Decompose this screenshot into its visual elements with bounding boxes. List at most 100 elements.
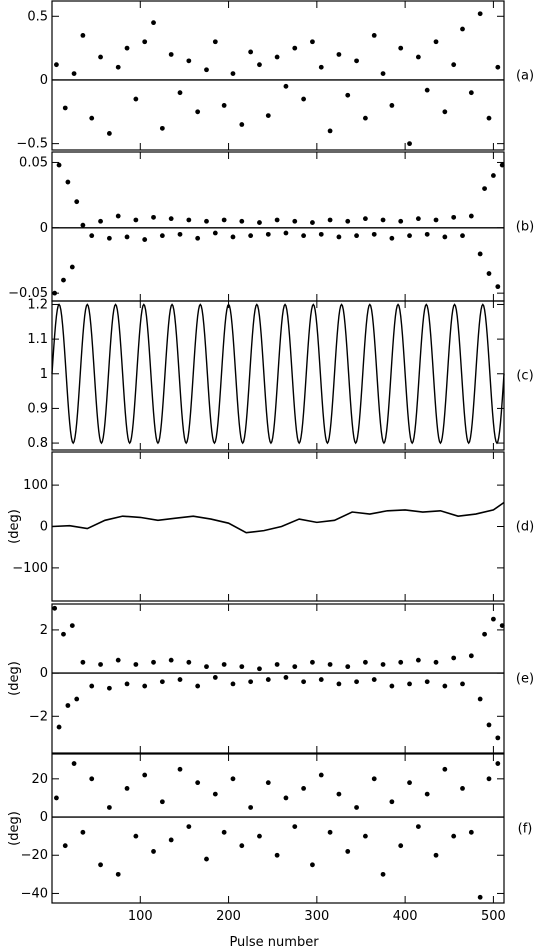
data-point (133, 833, 139, 839)
data-point (482, 186, 487, 191)
data-point (98, 662, 103, 667)
data-point (89, 115, 95, 121)
panel-b: −0.05 0 0.05 (b) (8, 151, 534, 302)
data-point (177, 766, 183, 772)
data-point (265, 113, 271, 119)
data-point (221, 217, 227, 223)
data-point (204, 218, 209, 224)
data-point (345, 92, 351, 98)
data-point (486, 776, 492, 782)
data-point (195, 109, 201, 115)
data-point (415, 216, 421, 222)
x-tick-label: 200 (216, 909, 241, 924)
data-point (151, 849, 156, 854)
data-point (451, 655, 457, 661)
data-point (168, 52, 174, 57)
y-tick-label: 1.1 (27, 332, 48, 347)
data-point (371, 32, 377, 38)
data-point (371, 776, 377, 782)
data-point (221, 829, 227, 835)
data-point (442, 109, 448, 115)
data-point (424, 87, 430, 93)
data-point (318, 772, 324, 778)
data-point (168, 837, 174, 843)
data-point (212, 791, 218, 797)
data-point (54, 62, 59, 68)
data-point (433, 852, 439, 858)
panel-frame (51, 451, 505, 602)
data-point (230, 234, 236, 240)
data-point (248, 233, 254, 239)
data-point (354, 58, 359, 64)
data-point (168, 657, 174, 663)
data-point (151, 214, 156, 220)
data-point (115, 64, 121, 70)
data-point (265, 231, 271, 237)
data-point (52, 605, 58, 611)
data-point (477, 696, 483, 702)
data-point (142, 39, 148, 45)
data-point (142, 237, 148, 242)
data-point (106, 805, 112, 810)
data-point (80, 829, 86, 835)
y-tick-label: 0 (40, 666, 48, 681)
data-point (327, 217, 333, 223)
data-point (133, 96, 139, 102)
data-point (56, 724, 62, 730)
y-axis-label: (deg) (7, 811, 22, 846)
data-point (318, 64, 324, 70)
data-point (407, 233, 412, 239)
data-point (310, 220, 315, 225)
data-point (248, 805, 254, 810)
data-point (486, 722, 492, 728)
data-point (477, 11, 483, 17)
panel-e: −2 0 2 (deg) (e) (7, 603, 534, 754)
data-point (159, 125, 165, 131)
data-point (56, 162, 62, 168)
data-point (424, 791, 430, 797)
data-point (80, 222, 86, 228)
data-point (195, 780, 201, 786)
panel-f: −40 −20 0 20 100 200 300 400 500 (deg) (f) (7, 753, 533, 924)
data-point (142, 683, 148, 689)
data-point (80, 32, 86, 38)
y-tick-label: 100 (23, 478, 48, 493)
data-point (451, 62, 457, 68)
data-point (62, 105, 68, 111)
data-point (292, 218, 298, 224)
data-point (159, 679, 165, 685)
y-tick-label: 20 (31, 772, 48, 787)
panel-label: (c) (516, 369, 533, 384)
data-point (380, 217, 386, 223)
data-point (195, 683, 201, 689)
data-point (380, 871, 386, 877)
data-point (491, 616, 496, 622)
data-point (186, 824, 192, 829)
data-point (62, 843, 68, 849)
data-point (362, 216, 368, 222)
data-point (52, 290, 58, 296)
data-point (124, 681, 130, 687)
data-point (354, 233, 359, 239)
x-axis-label: Pulse number (229, 935, 319, 950)
data-point (257, 666, 262, 672)
data-point (177, 231, 183, 237)
data-point (354, 679, 359, 685)
data-point (301, 96, 307, 102)
y-tick-label: 1 (40, 367, 48, 382)
y-tick-label: −40 (21, 886, 48, 901)
data-point (212, 39, 218, 45)
data-point (468, 90, 474, 96)
data-point (345, 218, 351, 224)
data-point (115, 657, 121, 663)
data-point (69, 264, 75, 270)
data-point (257, 220, 262, 225)
data-point (292, 45, 298, 51)
data-point (486, 271, 492, 276)
data-point (482, 631, 487, 637)
data-point (433, 659, 439, 665)
y-axis-label: (deg) (7, 661, 22, 696)
data-point (460, 785, 465, 791)
panel-label: (f) (518, 822, 533, 837)
data-point (468, 653, 474, 659)
